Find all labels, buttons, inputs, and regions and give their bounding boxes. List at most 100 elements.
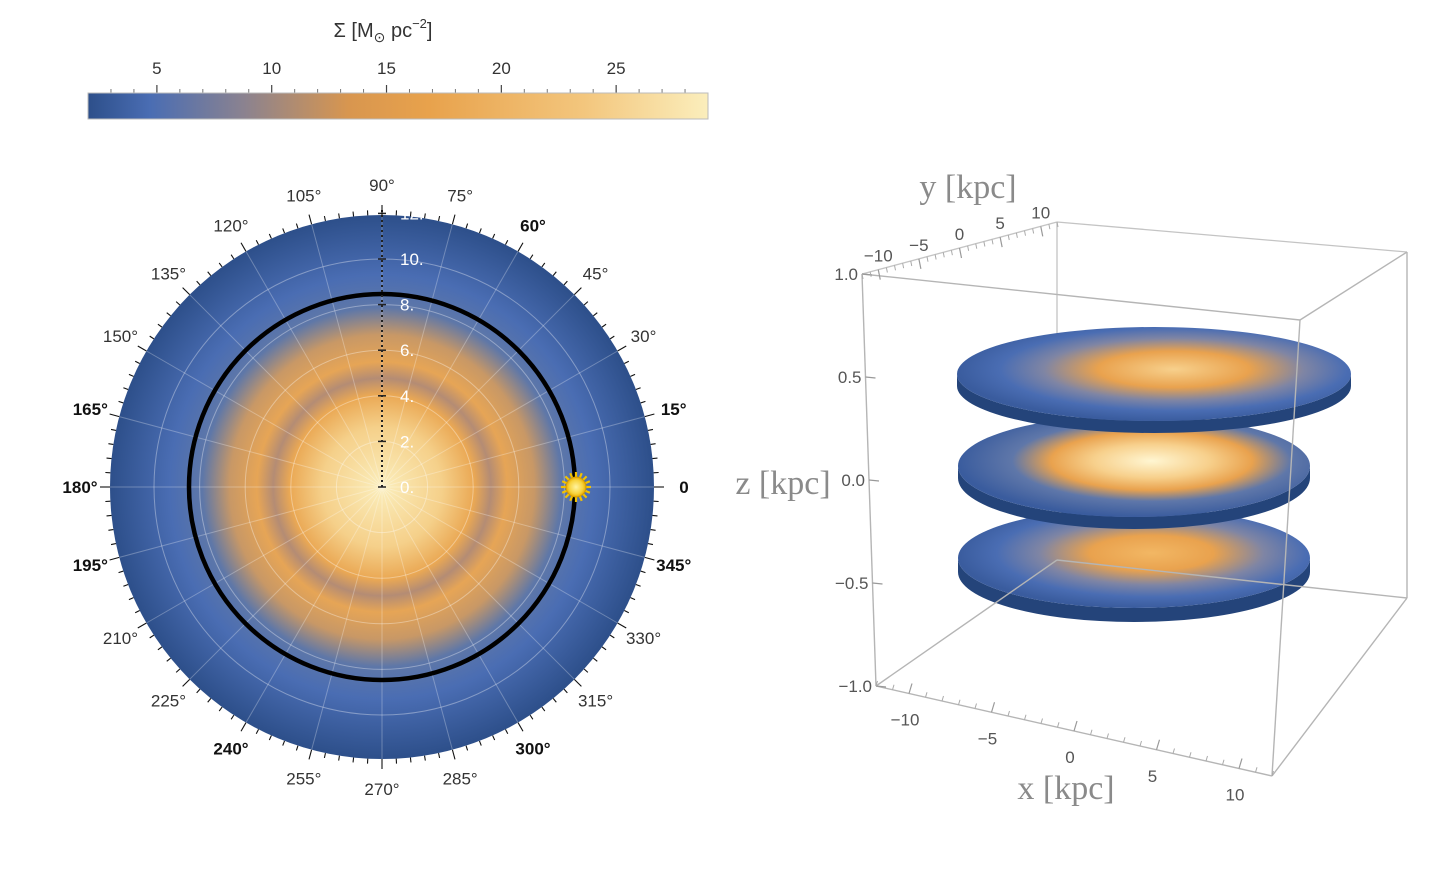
angle-tick [438,752,441,759]
grid-spoke [381,224,453,488]
y-minor-tick [1007,234,1010,241]
angle-label: 240° [213,740,248,759]
angle-tick [338,755,340,761]
radial-tick-label: 12. [400,204,424,223]
z-tick-label: 0.0 [841,471,865,490]
angle-label: 135° [151,264,186,283]
grid-spoke [381,486,519,723]
angle-label: 285° [443,770,478,789]
angle-tick [128,373,134,377]
y-minor-tick [861,273,864,280]
angle-tick [295,223,299,229]
x-minor-tick [1057,722,1060,728]
x-minor-tick [1271,770,1274,777]
x-minor-tick [1123,737,1126,743]
angle-tick [166,312,171,317]
grid-spoke [381,486,645,558]
slice-middle [958,415,1310,529]
grid-spoke [381,350,618,488]
x-tick-label: −10 [891,711,920,730]
angle-tick [563,280,568,286]
angle-tick [268,233,272,239]
angle-tick [465,223,469,229]
angle-tick [108,529,114,531]
x-minor-tick [1189,752,1192,758]
angle-tick [563,688,568,694]
angle-tick [438,215,441,222]
angle-tick [137,622,147,629]
angle-label: 255° [286,770,321,789]
angle-tick [207,271,212,276]
z-tick [865,376,876,379]
angle-tick [644,413,655,418]
x-minor-tick [958,699,961,705]
x-minor-tick [1139,740,1142,747]
x-tick-label: 10 [1226,786,1245,805]
angle-tick [128,597,134,601]
x-minor-tick [1205,755,1208,762]
x-minor-tick [875,680,878,687]
y-tick-label: 10 [1031,203,1050,222]
z-tick [868,479,880,482]
angle-tick [106,457,112,460]
x-tick-label: 0 [1065,748,1074,767]
angle-tick [118,570,124,574]
radial-tick-label: 4. [400,387,414,406]
x-minor-tick [1106,733,1109,739]
angle-label: 180° [62,478,97,497]
z-tick-label: −0.5 [835,574,869,593]
angle-label: 330° [626,629,661,648]
grid-spoke [381,486,618,624]
angle-tick [517,242,524,252]
angle-tick [424,755,426,761]
angle-tick [504,239,509,245]
angle-tick [157,646,163,651]
angle-tick [230,714,235,720]
grid-spoke [189,486,383,680]
angle-tick [282,740,286,746]
angle-label: 75° [447,186,473,205]
angle-tick [541,706,546,712]
angle-tick [134,609,140,614]
angle-tick [644,556,655,561]
colorbar-tick-label: 15 [377,59,396,78]
y-minor-tick [894,265,896,271]
x-tick [908,683,913,694]
angle-tick [196,280,201,286]
angle-tick [295,745,299,751]
angle-label: 300° [515,740,550,759]
angle-tick [166,657,171,662]
angle-label: 210° [103,629,138,648]
angle-tick [196,688,201,694]
x-tick [1238,758,1243,769]
grid-spoke [245,251,383,488]
x-axis-label: x [kpc] [1017,770,1114,807]
slice-top [957,327,1351,433]
angle-tick [218,706,223,712]
angle-tick [149,634,155,639]
angle-tick [255,729,260,735]
angle-tick [134,360,140,365]
angle-tick [601,323,607,328]
y-minor-tick [942,252,945,258]
y-minor-tick [1056,221,1059,228]
angle-tick [593,312,598,317]
angle-tick [647,543,654,546]
angle-tick [573,287,582,296]
angle-tick [478,228,482,234]
y-minor-tick [1032,228,1035,234]
y-minor-tick [967,245,970,251]
angle-tick [308,749,313,760]
z-tick [872,582,883,585]
angle-tick [583,668,589,673]
angle-tick [240,722,247,732]
angle-tick [108,443,114,445]
y-minor-tick [902,263,905,269]
angle-tick [282,228,286,234]
colorbar-tick-label: 10 [262,59,281,78]
angle-label: 0 [679,478,688,497]
angle-tick [175,301,181,306]
grid-spoke [311,486,383,750]
angle-tick [647,428,654,431]
